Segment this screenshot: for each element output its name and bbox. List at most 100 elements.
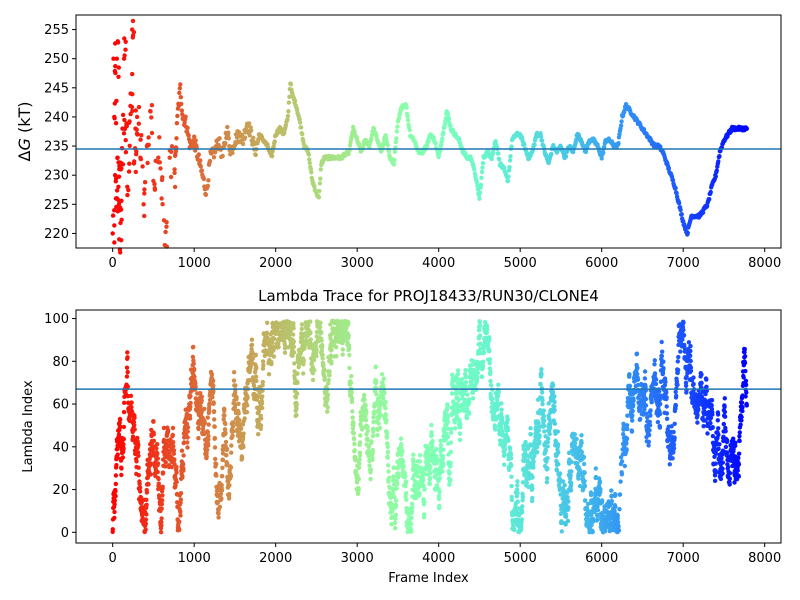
lambda-point <box>520 504 525 509</box>
lambda-point <box>178 497 183 502</box>
lambda-point <box>682 342 687 348</box>
delta-g-point <box>123 47 128 52</box>
lambda-point <box>124 365 130 370</box>
lambda-point <box>613 504 618 509</box>
lambda-point <box>119 466 124 471</box>
lambda-point <box>115 452 120 457</box>
lambda-point <box>429 433 434 438</box>
delta-g-point <box>318 167 323 172</box>
delta-g-point <box>480 160 486 166</box>
lambda-point <box>674 393 679 398</box>
lambda-point <box>185 429 190 434</box>
lambda-point <box>523 439 528 445</box>
delta-g-point <box>385 142 390 148</box>
lambda-point <box>440 454 446 459</box>
lambda-point <box>129 400 134 405</box>
delta-g-point <box>309 170 314 175</box>
lambda-point <box>537 433 542 438</box>
lambda-point <box>398 436 404 441</box>
lambda-point <box>211 409 217 414</box>
lambda-point <box>215 500 220 505</box>
lambda-point <box>479 374 485 380</box>
lambda-point <box>625 426 630 432</box>
lambda-point <box>223 421 228 427</box>
lambda-point <box>363 403 368 408</box>
delta-g-point <box>269 153 275 159</box>
lambda-point <box>114 463 119 468</box>
lambda-point <box>258 426 263 431</box>
lambda-point <box>392 494 397 499</box>
lambda-point <box>427 481 433 487</box>
delta-g-point <box>185 125 190 131</box>
delta-g-point <box>201 176 207 182</box>
lambda-point <box>220 447 225 452</box>
lambda-point <box>132 423 137 428</box>
lambda-point <box>615 513 620 518</box>
lambda-point <box>708 420 713 426</box>
lambda-point <box>401 459 406 465</box>
lambda-point <box>261 363 266 368</box>
lambda-point <box>143 527 148 532</box>
lambda-point <box>159 516 164 521</box>
lambda-point <box>530 495 535 501</box>
lambda-point <box>212 445 218 450</box>
lambda-point <box>351 436 357 442</box>
delta-g-point <box>122 53 127 58</box>
lambda-point <box>174 464 179 470</box>
lambda-point <box>590 529 595 534</box>
delta-g-x-ticks: 0 1000 2000 3000 4000 5000 6000 7000 8000 <box>109 248 781 271</box>
lambda-point <box>667 462 672 467</box>
lambda-point <box>259 401 265 406</box>
delta-g-point <box>230 150 235 156</box>
lambda-point <box>308 337 313 342</box>
lambda-point <box>159 523 164 528</box>
delta-g-point <box>130 35 135 40</box>
delta-g-point <box>601 150 606 155</box>
delta-g-point <box>110 213 116 218</box>
lambda-point <box>118 417 123 422</box>
lambda-point <box>634 351 640 356</box>
lambda-point <box>128 393 134 398</box>
lambda-plot-area <box>76 310 781 543</box>
lambda-point <box>212 417 217 422</box>
delta-g-point <box>641 127 647 132</box>
lambda-point <box>619 459 625 464</box>
delta-g-point <box>539 138 545 143</box>
lambda-point <box>648 408 653 413</box>
lambda-point <box>254 365 259 371</box>
lambda-point <box>470 396 476 401</box>
lambda-point <box>242 416 247 421</box>
lambda-point <box>185 445 190 450</box>
delta-g-point <box>115 40 121 45</box>
lambda-point <box>206 437 211 442</box>
delta-g-point <box>285 117 290 123</box>
delta-g-point <box>506 174 511 179</box>
lambda-point <box>178 509 183 515</box>
lambda-point <box>125 369 130 375</box>
delta-g-point <box>193 138 198 143</box>
delta-g-y-tick-label: 250 <box>44 52 69 67</box>
lambda-point <box>672 435 677 440</box>
lambda-point <box>365 428 370 433</box>
delta-g-point <box>140 164 145 169</box>
lambda-point <box>357 453 363 458</box>
lambda-point <box>254 397 260 402</box>
lambda-point <box>448 449 453 455</box>
delta-g-point <box>136 104 142 110</box>
lambda-points <box>110 318 749 535</box>
lambda-point <box>450 372 455 377</box>
lambda-point <box>229 443 234 448</box>
lambda-point <box>445 419 451 425</box>
delta-g-point <box>549 151 554 157</box>
lambda-point <box>118 424 123 429</box>
delta-g-point <box>124 123 129 129</box>
lambda-point <box>144 497 149 502</box>
lambda-point <box>220 457 226 462</box>
lambda-point <box>322 368 327 373</box>
lambda-point <box>113 489 118 494</box>
lambda-point <box>260 383 265 388</box>
delta-g-point <box>177 90 182 96</box>
delta-g-point <box>300 131 305 137</box>
lambda-point <box>259 416 264 421</box>
lambda-point <box>218 491 224 497</box>
